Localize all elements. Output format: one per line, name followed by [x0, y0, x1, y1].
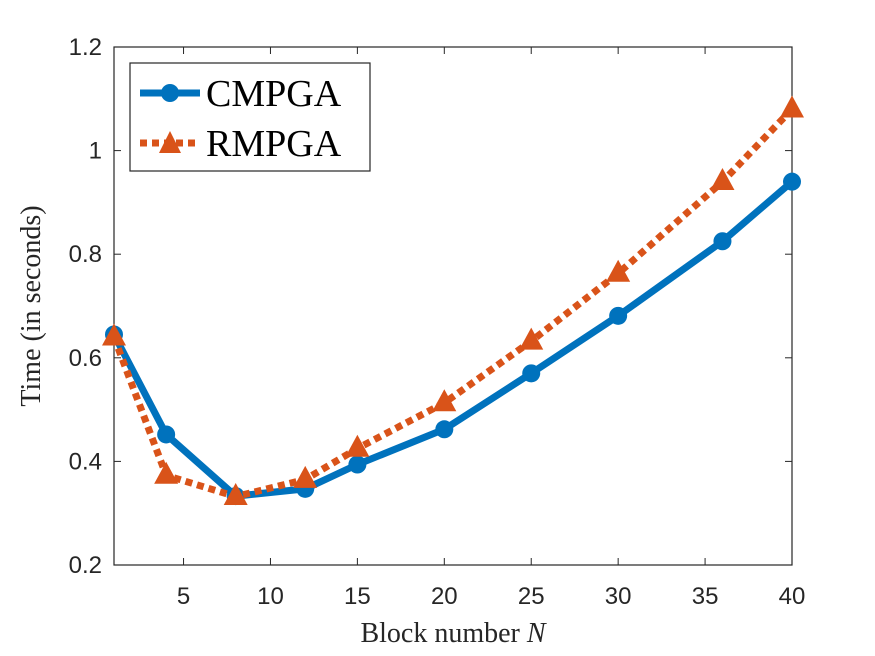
x-tick-label: 30 [605, 583, 632, 610]
x-axis-title-text: Block number [360, 618, 520, 649]
x-axis: 5 10 15 20 25 30 35 40 [177, 47, 805, 610]
legend-cmpga-marker [161, 84, 179, 102]
y-tick-label: 0.2 [69, 552, 102, 579]
x-tick-label: 20 [431, 583, 458, 610]
data-point-cmpga [713, 232, 732, 251]
data-point-cmpga [783, 172, 801, 191]
data-point-rmpga [519, 327, 544, 350]
data-point-rmpga [154, 461, 179, 484]
y-axis-title: Time (in seconds) [16, 205, 47, 406]
series-layer [102, 95, 804, 506]
data-point-rmpga [606, 259, 631, 282]
y-axis: 0.2 0.4 0.6 0.8 1 1.2 [69, 34, 792, 579]
data-point-cmpga [609, 306, 628, 325]
y-tick-label: 0.4 [69, 448, 102, 475]
legend-rmpga-label: RMPGA [206, 123, 342, 165]
series-line-rmpga [110, 106, 795, 501]
data-point-rmpga [223, 482, 248, 505]
data-point-cmpga [157, 425, 176, 444]
series-rmpga [102, 95, 804, 505]
y-tick-label: 1.2 [69, 34, 102, 61]
data-point-cmpga [522, 364, 541, 383]
y-tick-label: 0.8 [69, 241, 102, 268]
x-tick-label: 35 [692, 583, 719, 610]
x-tick-label: 40 [779, 583, 806, 610]
data-point-rmpga [432, 389, 457, 412]
y-tick-label: 0.6 [69, 345, 102, 372]
data-point-rmpga [293, 465, 318, 488]
x-tick-label: 5 [177, 583, 190, 610]
data-point-rmpga [345, 434, 370, 457]
data-point-rmpga [710, 168, 735, 191]
data-point-rmpga [780, 95, 804, 118]
data-point-cmpga [435, 420, 454, 439]
x-tick-label: 15 [344, 583, 371, 610]
legend-cmpga-label: CMPGA [206, 73, 342, 115]
x-tick-label: 10 [257, 583, 284, 610]
series-line-cmpga [110, 179, 795, 500]
data-point-rmpga [102, 323, 126, 346]
x-tick-label: 25 [518, 583, 545, 610]
x-axis-variable: N [526, 618, 547, 649]
data-point-cmpga [348, 455, 367, 474]
legend: CMPGA RMPGA [129, 62, 371, 172]
legend-rmpga-marker [159, 131, 181, 153]
y-tick-label: 1 [89, 138, 102, 165]
x-axis-title: Block number N [360, 618, 546, 649]
